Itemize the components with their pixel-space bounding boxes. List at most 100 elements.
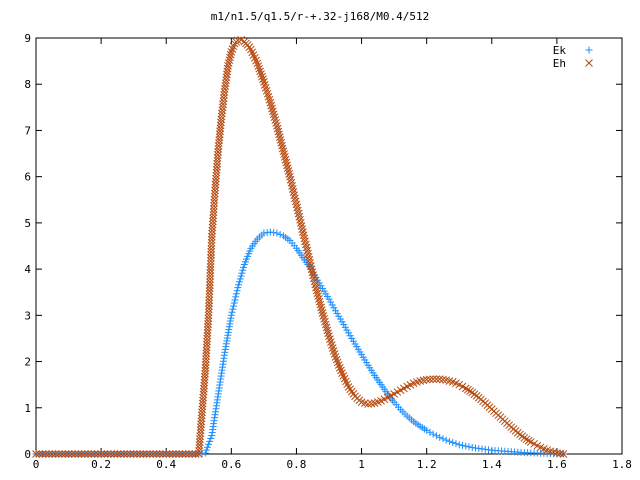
data-point (221, 348, 229, 356)
data-point (80, 450, 89, 458)
data-point (442, 436, 450, 444)
data-point (211, 183, 220, 192)
data-point (260, 81, 269, 89)
legend-marker (585, 46, 593, 54)
data-point (429, 375, 438, 383)
data-point (213, 153, 222, 162)
data-point (152, 450, 161, 458)
data-point (364, 400, 372, 408)
data-point (203, 331, 212, 340)
data-point (198, 408, 206, 417)
data-point (207, 244, 216, 253)
data-point (103, 450, 112, 458)
data-point (327, 341, 336, 349)
x-tick-label: 0 (33, 458, 40, 471)
data-point (435, 375, 444, 383)
data-point (292, 200, 301, 209)
data-point (276, 136, 285, 144)
data-point (90, 450, 99, 458)
data-point (197, 420, 205, 429)
data-point (322, 323, 331, 332)
data-point (219, 100, 227, 109)
data-point (237, 272, 245, 280)
data-point (335, 363, 344, 372)
data-point (280, 150, 288, 158)
data-point (281, 153, 289, 161)
data-point (74, 450, 83, 458)
data-point (462, 442, 470, 450)
data-point (213, 159, 222, 168)
data-point (316, 300, 325, 309)
data-point (455, 441, 463, 449)
data-point (212, 165, 221, 174)
data-point (206, 266, 215, 274)
data-point (466, 387, 474, 395)
data-point (426, 375, 434, 384)
data-point (325, 295, 333, 303)
data-point (233, 36, 242, 45)
data-point (120, 450, 128, 458)
data-point (172, 450, 180, 458)
data-point (273, 124, 282, 133)
data-point (276, 230, 284, 238)
data-point (331, 353, 340, 361)
data-point (168, 450, 177, 458)
x-tick-label: 1.8 (612, 458, 632, 471)
data-point (301, 237, 309, 246)
data-point (196, 426, 205, 435)
data-point (225, 323, 233, 331)
data-point (200, 384, 208, 393)
data-point (235, 278, 243, 286)
data-point (264, 92, 273, 101)
data-point (212, 174, 220, 183)
data-point (299, 231, 308, 240)
data-point (206, 278, 214, 286)
data-point (273, 229, 281, 237)
data-point (208, 220, 217, 229)
data-point (303, 246, 312, 255)
data-point (35, 450, 44, 458)
data-point (229, 42, 238, 51)
data-point (559, 450, 568, 458)
data-point (220, 91, 228, 99)
legend-label: Ek (553, 44, 567, 57)
data-point (258, 72, 266, 81)
data-point (126, 450, 135, 458)
data-point (232, 293, 240, 301)
data-point (229, 305, 237, 313)
data-point (464, 385, 472, 394)
plot-frame (35, 37, 623, 455)
data-point (318, 309, 327, 317)
data-point (205, 299, 213, 308)
data-point (198, 399, 207, 408)
data-point (337, 366, 345, 375)
data-point (196, 429, 205, 438)
data-point (38, 450, 47, 458)
data-point (205, 281, 214, 289)
data-point (312, 283, 320, 292)
y-tick-label: 1 (24, 402, 31, 415)
x-tick-label: 0.4 (156, 458, 176, 471)
data-point (209, 214, 217, 223)
data-point (328, 301, 336, 309)
data-point (207, 251, 215, 259)
data-point (206, 272, 215, 280)
data-point (291, 194, 299, 203)
data-point (287, 178, 296, 187)
data-point (279, 147, 288, 156)
data-point (329, 347, 338, 355)
data-point (210, 195, 219, 204)
x-tick-label: 1.2 (417, 458, 437, 471)
data-point (257, 70, 265, 78)
data-point (204, 317, 213, 326)
data-point (198, 402, 207, 411)
data-point (307, 262, 315, 270)
data-point (310, 277, 319, 286)
data-point (202, 340, 211, 349)
data-point (219, 94, 228, 102)
data-point (207, 235, 216, 244)
data-point (149, 450, 158, 458)
data-point (265, 95, 274, 104)
data-point (224, 328, 232, 336)
data-point (203, 443, 211, 451)
